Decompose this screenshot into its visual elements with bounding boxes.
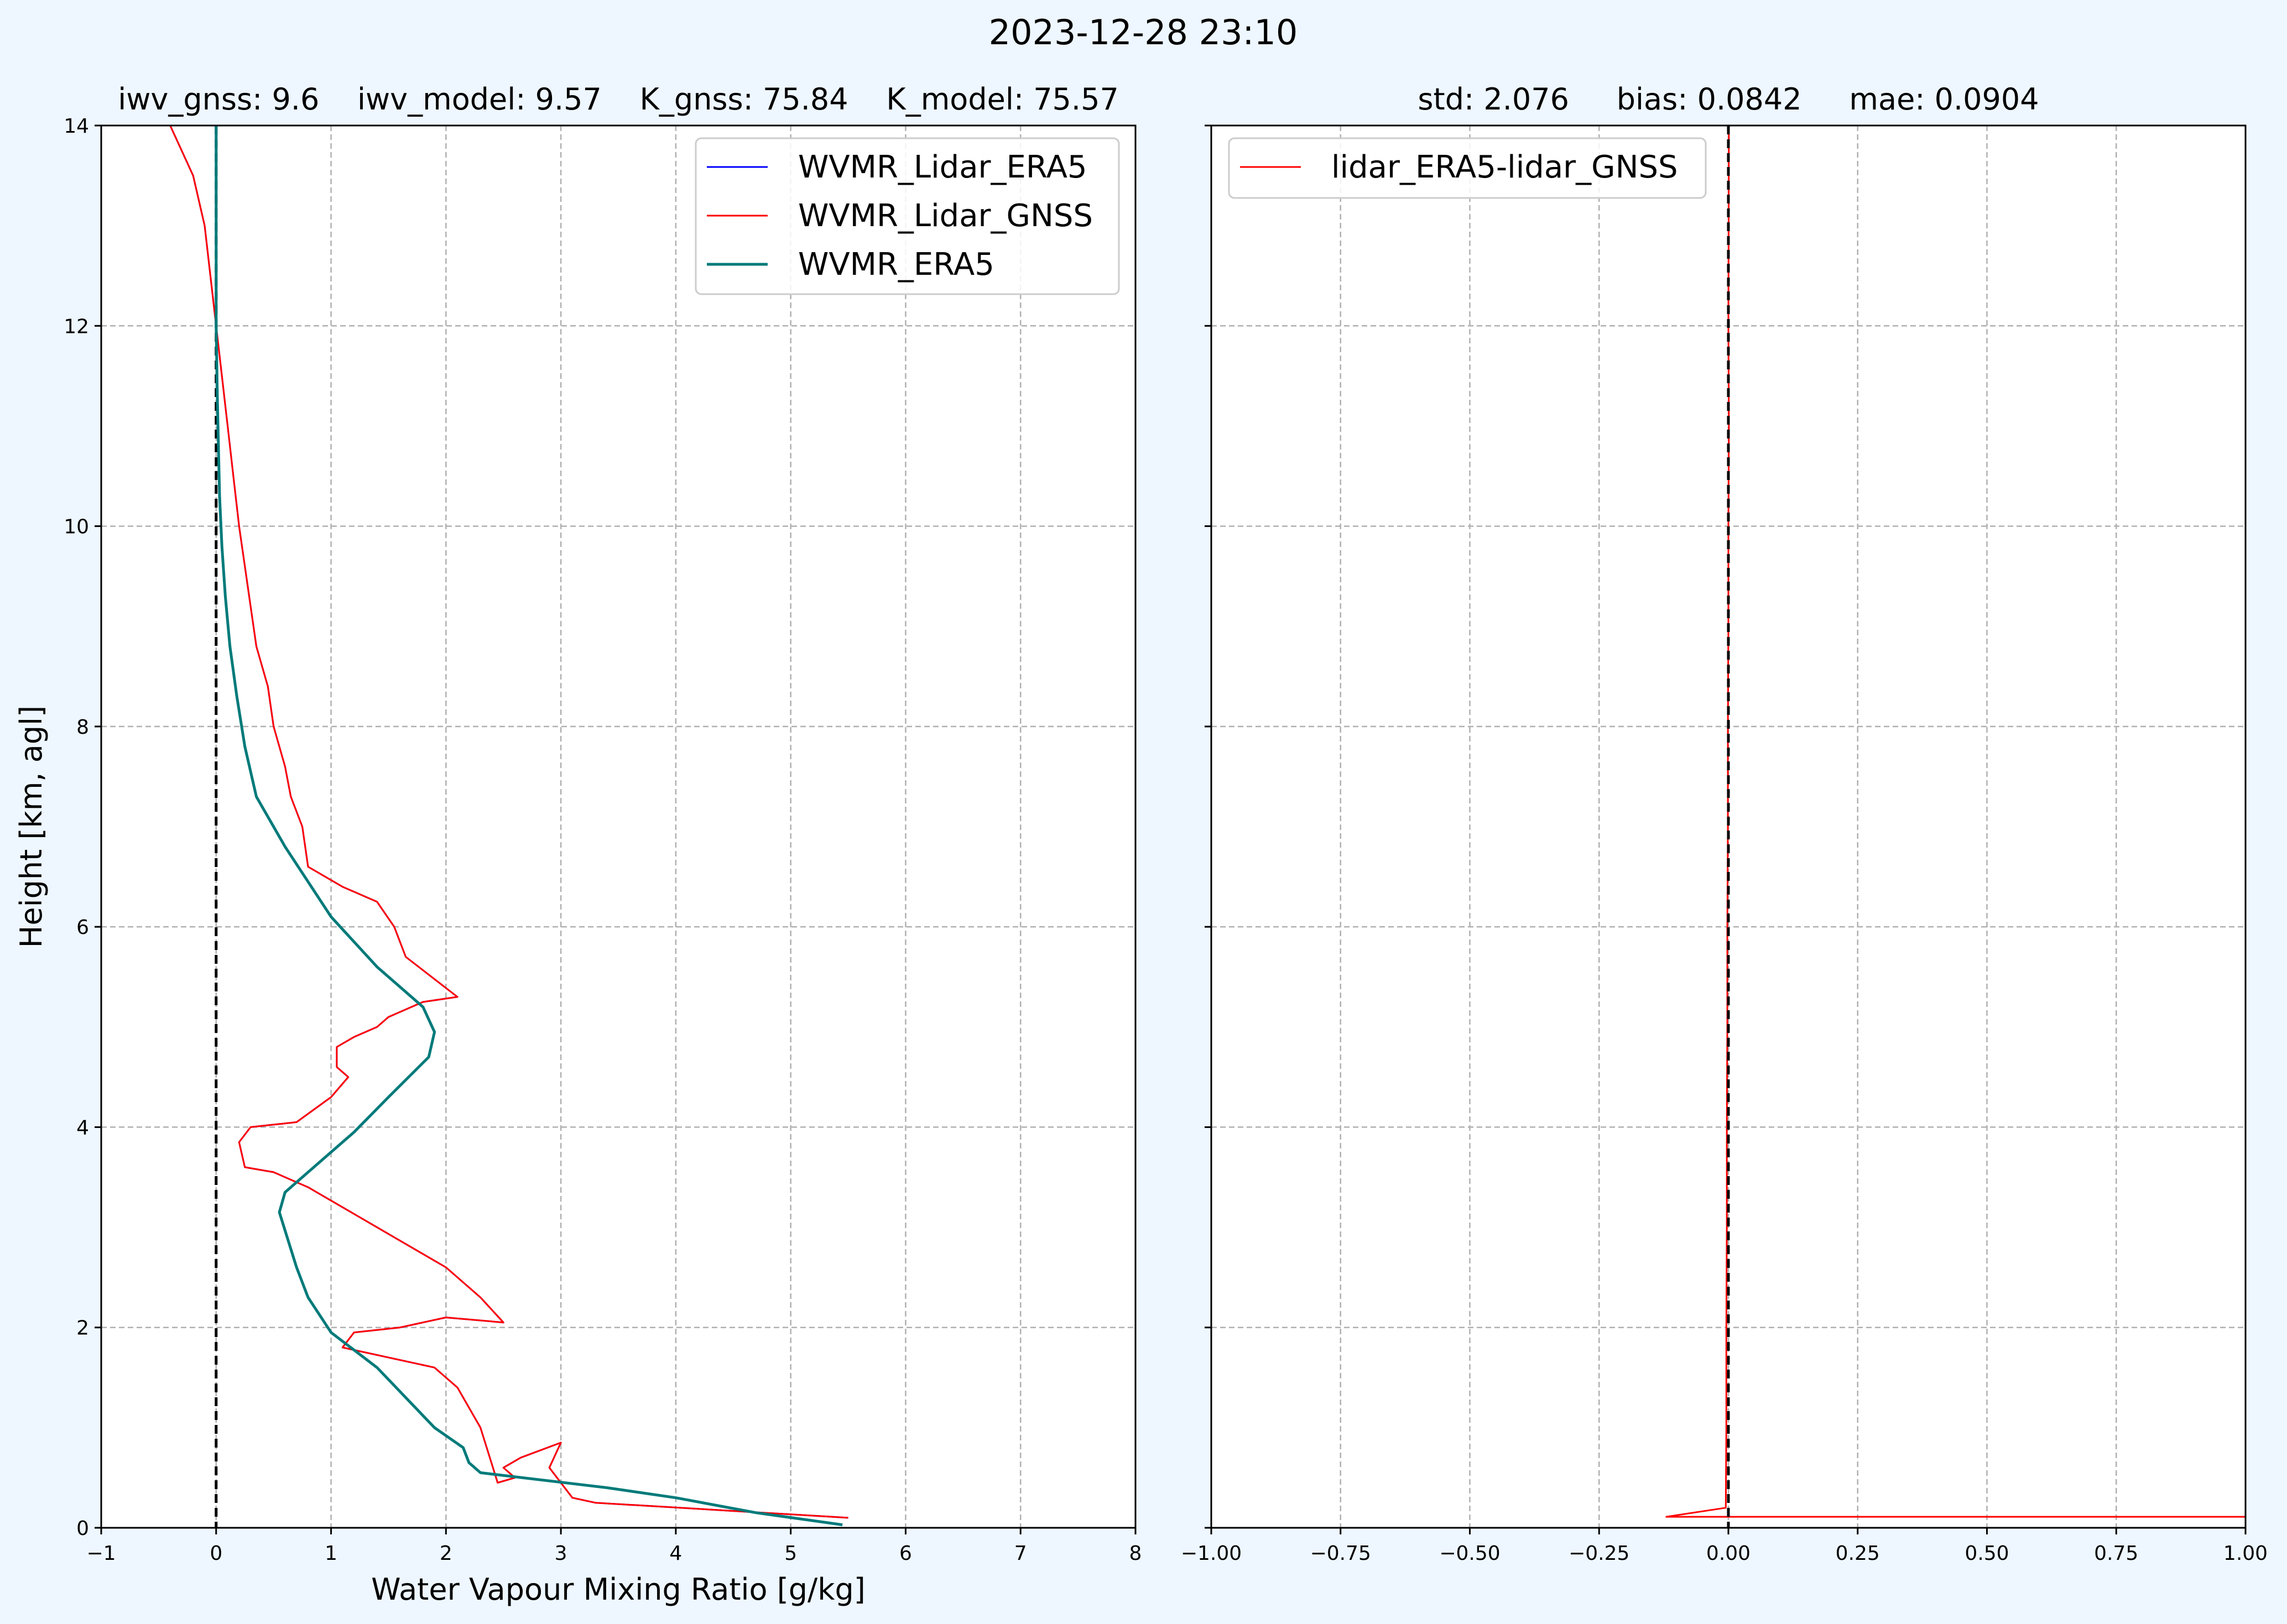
left-series-group: [169, 125, 848, 1527]
left-y-ticks: 0 2 4 6 8 10 12 14: [64, 115, 101, 1540]
series-line-wvmr-era5: [215, 126, 843, 1527]
left-y-axis-label: Height [km, agl]: [14, 706, 49, 948]
right-plot-panel: −1.00 −0.75 −0.50 −0.25 0.00 0.25 0.50 0.75 1.00…: [1181, 82, 2268, 1565]
left-y-tick-label: 4: [76, 1116, 89, 1139]
left-y-tick-label: 8: [76, 716, 89, 739]
right-x-ticks: −1.00 −0.75 −0.50 −0.25 0.00 0.25 0.50 0.75 1.00: [1181, 1528, 2268, 1565]
left-x-tick-label: 2: [440, 1542, 452, 1565]
left-x-tick-label: 8: [1129, 1542, 1142, 1565]
right-x-tick-label: 0.00: [1706, 1542, 1751, 1565]
left-plot-area: [101, 126, 1135, 1528]
right-x-tick-label: −1.00: [1181, 1542, 1242, 1565]
right-y-ticks: [1205, 124, 1211, 1529]
left-x-tick-label: 4: [669, 1542, 682, 1565]
left-legend: WVMR_Lidar_ERA5 WVMR_Lidar_GNSS WVMR_ERA…: [695, 137, 1120, 295]
right-x-tick-label: 0.75: [2094, 1542, 2138, 1565]
left-x-tick-label: 7: [1014, 1542, 1027, 1565]
left-x-tick-label: 1: [325, 1542, 337, 1565]
left-x-tick-label: 3: [555, 1542, 567, 1565]
figure-suptitle: 2023-12-28 23:10: [989, 12, 1298, 53]
series-line-wvmr-lidar-gnss: [169, 125, 848, 1519]
left-y-tick-label: 0: [76, 1517, 89, 1540]
left-axes-frame: [100, 124, 1137, 1529]
left-legend-box: [695, 137, 1120, 295]
right-legend: lidar_ERA5-lidar_GNSS: [1228, 137, 1707, 199]
right-legend-box: [1228, 137, 1707, 199]
legend-label-wvmr-lidar-era5: WVMR_Lidar_ERA5: [798, 149, 1087, 185]
legend-label-wvmr-lidar-gnss: WVMR_Lidar_GNSS: [798, 198, 1093, 234]
left-gridlines: [101, 126, 1135, 1528]
left-x-ticks: −1 0 1 2 3 4 5 6 7 8: [86, 1528, 1142, 1565]
left-plot-title: iwv_gnss: 9.6 iwv_model: 9.57 K_gnss: 75…: [118, 82, 1119, 117]
left-x-tick-label: 0: [210, 1542, 222, 1565]
right-x-tick-label: −0.50: [1439, 1542, 1500, 1565]
right-plot-title: std: 2.076 bias: 0.0842 mae: 0.0904: [1418, 82, 2039, 117]
right-x-tick-label: −0.25: [1569, 1542, 1629, 1565]
right-x-tick-label: 0.25: [1836, 1542, 1880, 1565]
legend-label-lidar-diff: lidar_ERA5-lidar_GNSS: [1331, 149, 1678, 185]
left-x-tick-label: 5: [784, 1542, 797, 1565]
left-y-tick-label: 12: [64, 315, 89, 338]
right-x-tick-label: 0.50: [1965, 1542, 2009, 1565]
left-x-axis-label: Water Vapour Mixing Ratio [g/kg]: [371, 1572, 866, 1607]
legend-label-wvmr-era5: WVMR_ERA5: [798, 247, 994, 283]
left-y-tick-label: 14: [64, 115, 89, 138]
right-x-tick-label: −0.75: [1310, 1542, 1371, 1565]
left-y-tick-label: 6: [76, 916, 89, 939]
left-x-tick-label: −1: [86, 1542, 116, 1565]
left-y-tick-label: 10: [64, 516, 89, 539]
right-x-tick-label: 1.00: [2223, 1542, 2268, 1565]
left-x-tick-label: 6: [899, 1542, 912, 1565]
left-y-tick-label: 2: [76, 1317, 89, 1340]
